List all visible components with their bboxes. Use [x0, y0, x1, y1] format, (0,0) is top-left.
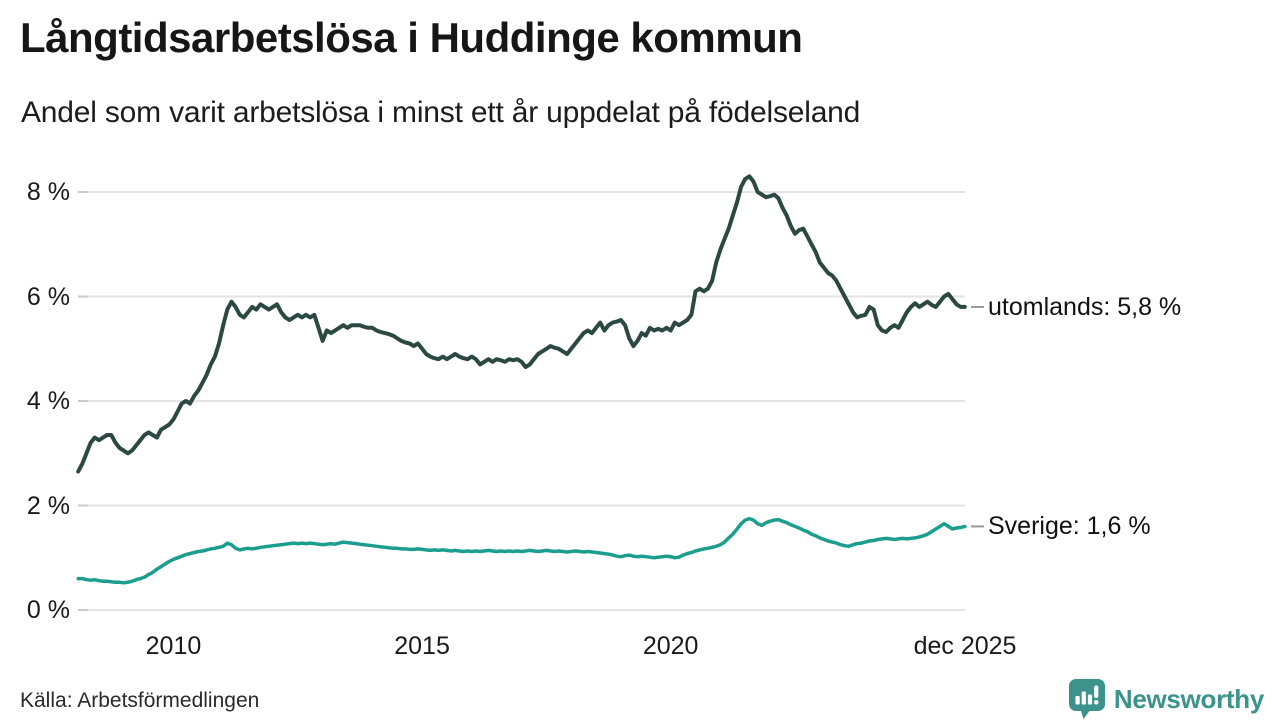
y-tick-label: 8 % [26, 178, 70, 206]
newsworthy-logo-link[interactable]: Newsworthy [1067, 678, 1264, 720]
chart-subtitle: Andel som varit arbetslösa i minst ett å… [21, 96, 861, 129]
y-tick-label: 2 % [26, 491, 70, 520]
series-line-Sverige [76, 516, 967, 585]
newsworthy-speech-bubble-bars-icon [1067, 678, 1107, 720]
page-title: Långtidsarbetslösa i Huddinge kommun [20, 14, 803, 61]
end-label-utomlands: utomlands: 5,8 % [988, 292, 1182, 321]
end-label-Sverige: Sverige: 1,6 % [988, 512, 1151, 541]
y-tick-label: 0 % [26, 596, 70, 624]
source-credit: Källa: Arbetsförmedlingen [20, 689, 260, 712]
y-tick-label: 6 % [26, 282, 70, 311]
x-tick-label: dec 2025 [913, 632, 1017, 660]
x-tick-label: 2020 [642, 632, 699, 660]
newsworthy-wordmark: Newsworthy [1113, 683, 1264, 714]
y-tick-label: 4 % [26, 387, 70, 415]
x-tick-label: 2010 [145, 632, 202, 660]
x-tick-label: 2015 [394, 632, 450, 660]
series-line-utomlands [76, 174, 967, 474]
